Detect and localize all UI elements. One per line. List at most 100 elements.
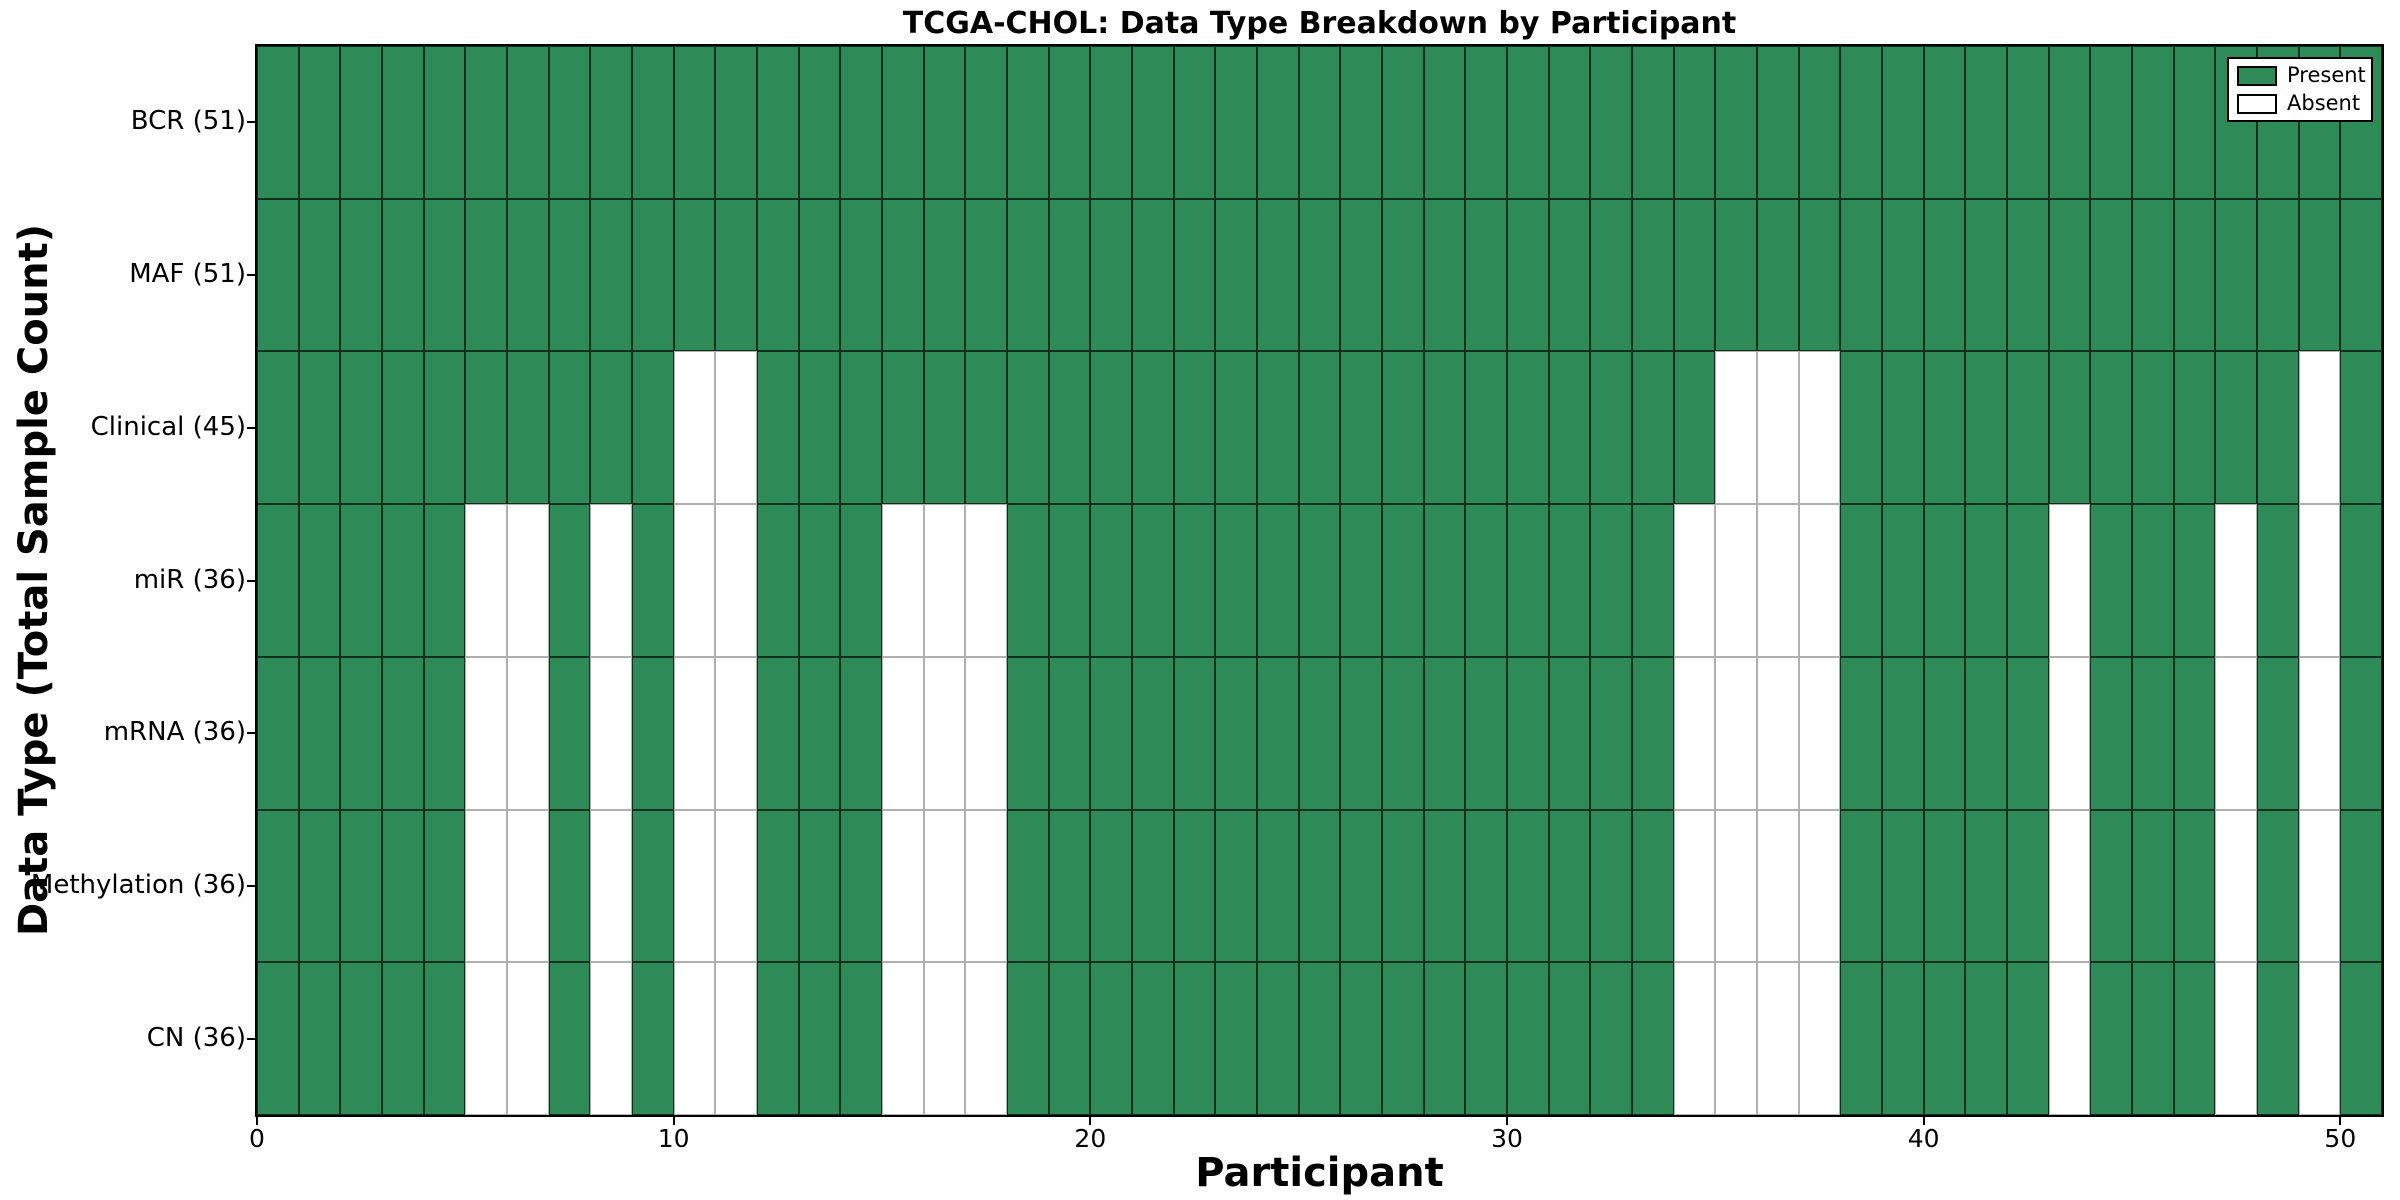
heatmap-cell (1382, 962, 1424, 1115)
heatmap-cell (590, 504, 632, 657)
heatmap-cell (1923, 504, 1966, 657)
heatmap-cell (840, 351, 882, 505)
heatmap-cell (1007, 198, 1049, 352)
heatmap-cell (1215, 809, 1257, 963)
heatmap-cell (757, 504, 799, 657)
y-tick-label: Methylation (36) (30, 869, 246, 900)
heatmap-cell (2298, 809, 2341, 963)
heatmap-cell (673, 656, 716, 810)
y-tick-label: miR (36) (133, 564, 246, 595)
heatmap-cell (673, 504, 716, 657)
heatmap-cell (2048, 46, 2091, 199)
heatmap-cell (382, 351, 424, 505)
heatmap-cell (1423, 504, 1466, 657)
heatmap-cell (2173, 198, 2216, 352)
heatmap-cell (1548, 809, 1591, 963)
heatmap-cell (1548, 962, 1591, 1115)
heatmap-cell (2215, 656, 2257, 810)
heatmap-cell (340, 198, 382, 352)
heatmap-cell (1715, 198, 1757, 352)
heatmap-cell (1340, 46, 1382, 199)
heatmap-cell (1632, 656, 1674, 810)
heatmap-cell (1423, 46, 1466, 199)
heatmap-cell (1382, 198, 1424, 352)
heatmap-cell (1423, 962, 1466, 1115)
heatmap-cell (2257, 656, 2299, 810)
heatmap-cell (2215, 962, 2257, 1115)
heatmap-cell (840, 962, 882, 1115)
heatmap-cell (1132, 504, 1174, 657)
heatmap-cell (2298, 351, 2341, 505)
heatmap-cell (1173, 962, 1216, 1115)
heatmap-cell (673, 809, 716, 963)
x-tick (1506, 1117, 1508, 1125)
heatmap-cell (2090, 656, 2132, 810)
heatmap-cell (2173, 962, 2216, 1115)
heatmap-cell (1423, 809, 1466, 963)
heatmap-cell (1798, 962, 1841, 1115)
y-tick (247, 884, 255, 887)
heatmap-cell (1715, 46, 1757, 199)
heatmap-cell (1173, 504, 1216, 657)
heatmap-cell (465, 46, 507, 199)
heatmap-cell (2048, 656, 2091, 810)
legend-swatch-absent-icon (2237, 93, 2277, 114)
heatmap-cell (1048, 656, 1091, 810)
heatmap-cell (2173, 656, 2216, 810)
heatmap-cell (2132, 504, 2174, 657)
heatmap-cell (1257, 504, 1299, 657)
heatmap-cell (2257, 351, 2299, 505)
heatmap-cell (340, 46, 382, 199)
heatmap-cell (1257, 351, 1299, 505)
heatmap-cell (2257, 809, 2299, 963)
heatmap-cell (2132, 351, 2174, 505)
heatmap-cell (923, 351, 966, 505)
heatmap-cell (548, 809, 591, 963)
heatmap-cell (1298, 351, 1341, 505)
heatmap-cell (1590, 962, 1632, 1115)
heatmap-cell (1757, 656, 1799, 810)
heatmap-cell (2007, 46, 2049, 199)
x-tick (2339, 1117, 2342, 1125)
heatmap-cell (1257, 962, 1299, 1115)
x-tick-label: 10 (657, 1124, 690, 1153)
heatmap-cell (2007, 504, 2049, 657)
heatmap-cell (715, 46, 757, 199)
heatmap-cell (1590, 198, 1632, 352)
x-tick-label: 40 (1907, 1124, 1940, 1153)
heatmap-cell (715, 504, 757, 657)
heatmap-cell (1757, 46, 1799, 199)
heatmap-cell (423, 351, 466, 505)
heatmap-cell (1173, 46, 1216, 199)
heatmap-cell (382, 656, 424, 810)
heatmap-cell (2132, 656, 2174, 810)
heatmap-cell (2090, 198, 2132, 352)
heatmap-cell (340, 504, 382, 657)
x-tick-label: 0 (249, 1124, 265, 1153)
heatmap-cell (1923, 351, 1966, 505)
heatmap-cell (757, 962, 799, 1115)
heatmap-cell (2090, 504, 2132, 657)
heatmap-cell (1215, 962, 1257, 1115)
heatmap-cell (632, 962, 674, 1115)
heatmap-cell (798, 504, 841, 657)
heatmap-cell (2340, 962, 2382, 1115)
heatmap-cell (1382, 809, 1424, 963)
heatmap-cell (257, 46, 299, 199)
heatmap-cell (715, 809, 757, 963)
heatmap-cell (298, 504, 341, 657)
heatmap-cell (840, 504, 882, 657)
heatmap-cell (1798, 46, 1841, 199)
heatmap-cell (1090, 962, 1132, 1115)
heatmap-cell (507, 504, 549, 657)
heatmap-cell (590, 198, 632, 352)
heatmap-cell (382, 198, 424, 352)
x-tick (1922, 1117, 1925, 1125)
legend-entry-present: Present (2237, 65, 2366, 86)
heatmap-cell (465, 656, 507, 810)
heatmap-cell (2173, 46, 2216, 199)
x-tick (256, 1117, 258, 1125)
heatmap-cell (1340, 656, 1382, 810)
heatmap-cell (1090, 198, 1132, 352)
heatmap-cell (1048, 198, 1091, 352)
